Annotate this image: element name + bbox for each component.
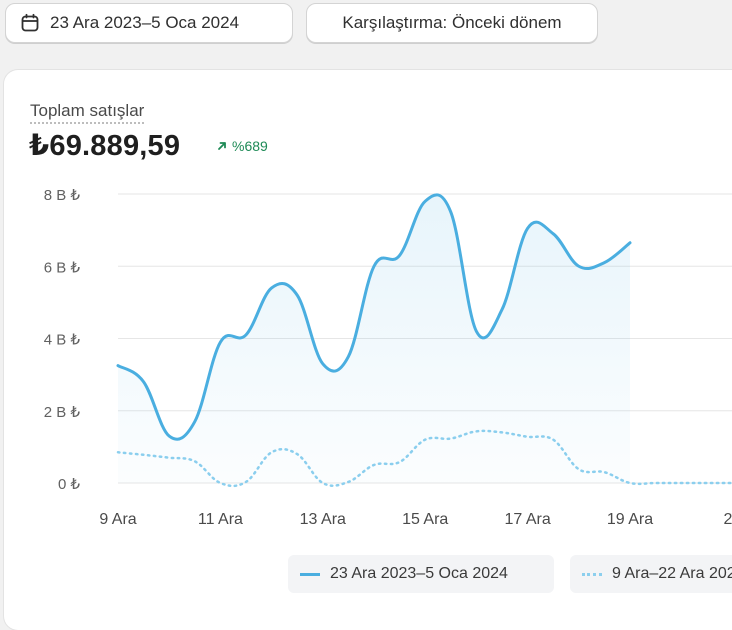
dotted-line-swatch [582,572,602,576]
metric-change-value: %689 [232,138,268,154]
x-tick-label: 17 Ara [504,511,550,528]
y-tick-label: 4 B ₺ [44,332,81,349]
x-tick-label: 15 Ara [402,511,448,528]
x-tick-label: 9 Ara [99,511,136,528]
x-tick-label: 11 Ara [198,511,243,528]
x-tick-label: 19 Ara [607,511,653,528]
sales-line-chart: 0 ₺ 2 B ₺ 4 B ₺ 6 B ₺ 8 B ₺ 9 Ara 11 Ara 13 Ar… [44,187,732,528]
metric-label[interactable]: Toplam satışlar [30,101,145,124]
legend-previous-label: 9 Ara–22 Ara 2023 [612,565,732,582]
legend-current-label: 23 Ara 2023–5 Oca 2024 [330,565,508,582]
arrow-up-right-icon [218,142,226,150]
series-area-current [118,194,630,483]
date-range-label: 23 Ara 2023–5 Oca 2024 [50,13,240,32]
metric-value: ₺69.889,59 [29,130,181,162]
comparison-picker[interactable]: Karşılaştırma: Önceki dönem [306,3,598,43]
metric-change: %689 [216,138,268,154]
y-tick-label: 8 B ₺ [44,187,81,204]
comparison-label: Karşılaştırma: Önceki dönem [342,13,562,32]
x-tick-label: 13 Ara [300,511,346,528]
legend-item-previous[interactable]: 9 Ara–22 Ara 2023 [570,555,732,593]
calendar-icon [20,13,40,33]
date-range-picker[interactable]: 23 Ara 2023–5 Oca 2024 [5,3,293,43]
y-tick-label: 0 ₺ [58,476,81,493]
x-tick-label: 21 [724,511,732,528]
y-tick-label: 2 B ₺ [44,404,81,421]
solid-line-swatch [300,572,320,576]
series-line-current[interactable] [116,193,632,441]
legend-item-current[interactable]: 23 Ara 2023–5 Oca 2024 [288,555,554,593]
y-tick-label: 6 B ₺ [44,259,81,276]
